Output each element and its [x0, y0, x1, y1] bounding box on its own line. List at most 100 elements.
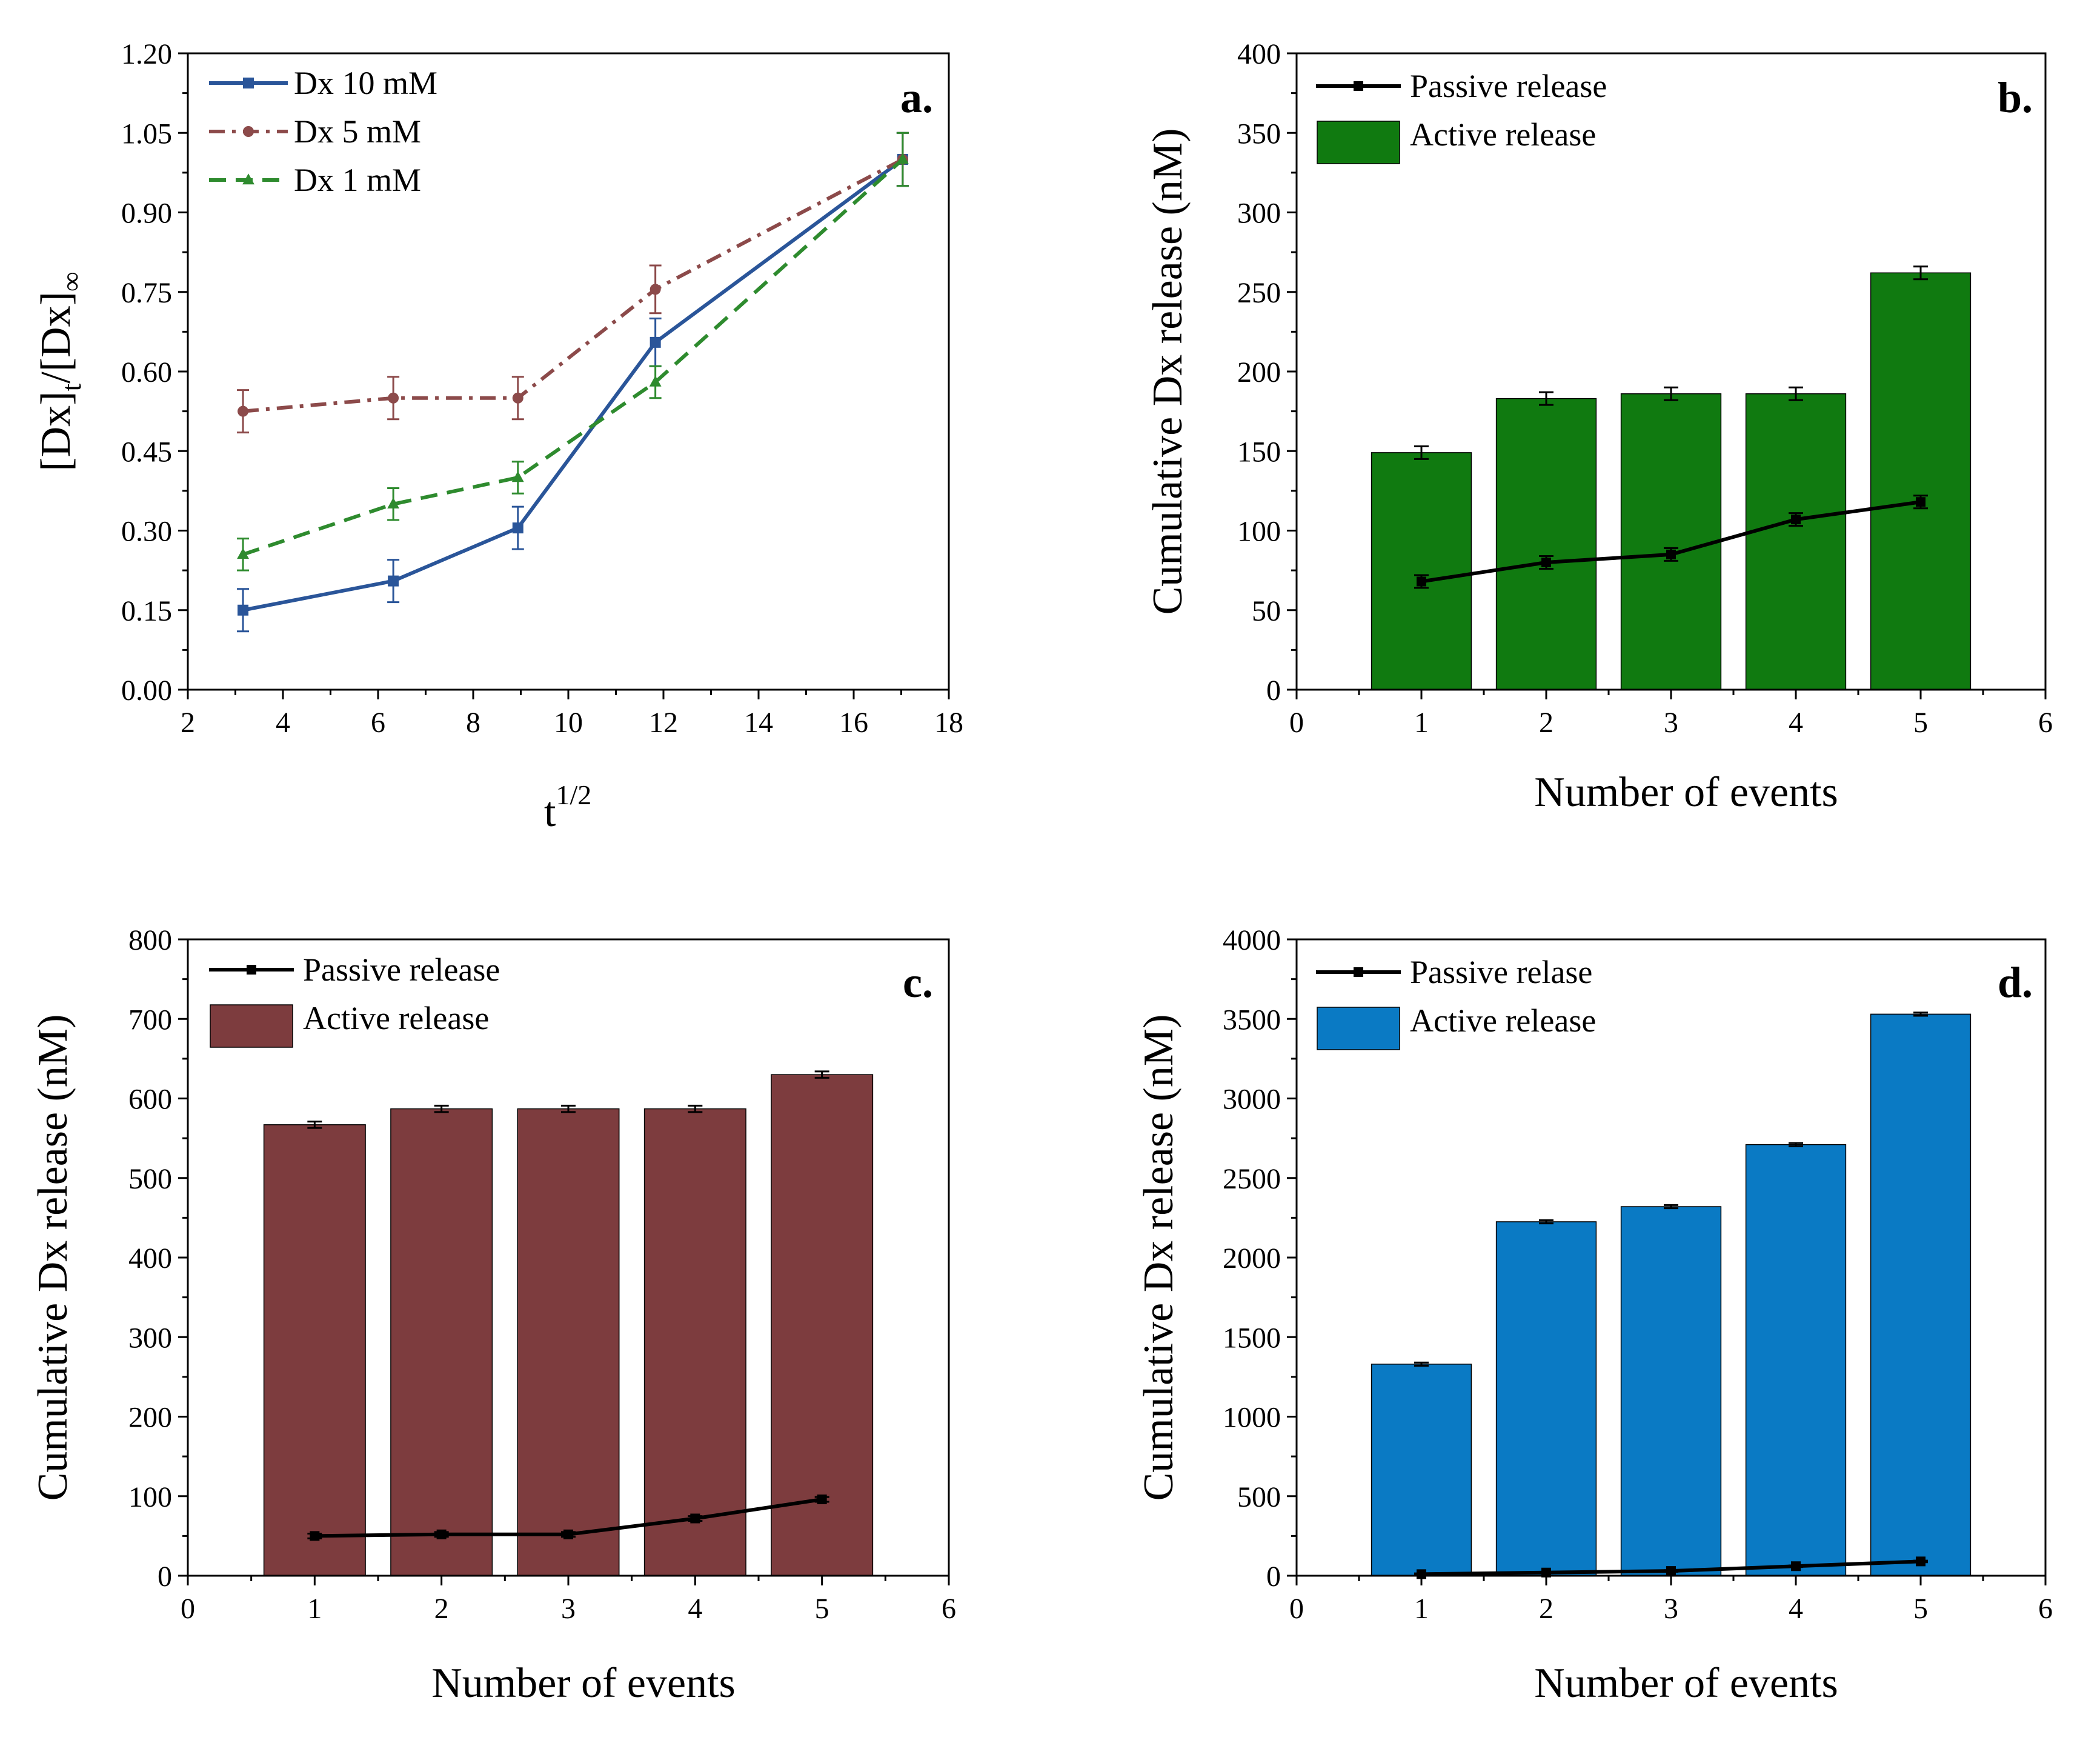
legend-swatch — [210, 1004, 293, 1048]
data-point — [310, 1531, 320, 1541]
data-point — [436, 1529, 447, 1539]
y-tick-label: 1000 — [1223, 1402, 1281, 1434]
x-tick-label: 4 — [276, 707, 290, 739]
bar — [1870, 1013, 1972, 1576]
legend-swatch — [1317, 121, 1400, 164]
x-tick-label: 1 — [307, 1593, 322, 1625]
bar — [1495, 398, 1597, 690]
data-point — [690, 1513, 700, 1524]
y-tick-label: 0.90 — [121, 198, 172, 230]
data-point — [650, 284, 661, 295]
x-tick-label: 18 — [934, 707, 963, 739]
y-tick-label: 300 — [1237, 198, 1281, 230]
y-tick-label: 200 — [128, 1402, 172, 1434]
legend-marker — [1354, 967, 1363, 977]
y-tick-label: 0 — [1266, 675, 1281, 707]
legend-label: Passive relase — [1410, 954, 1592, 990]
bar — [263, 1124, 366, 1576]
x-tick-label: 1 — [1414, 707, 1429, 739]
y-tick-label: 1.05 — [121, 118, 172, 150]
x-tick-label: 3 — [561, 1593, 576, 1625]
x-tick-label: 8 — [466, 707, 480, 739]
bar — [643, 1108, 746, 1576]
x-tick-label: 16 — [839, 707, 868, 739]
legend-label: Dx 1 mM — [294, 162, 421, 198]
x-axis-title: Number of events — [431, 1660, 736, 1707]
y-tick-label: 150 — [1237, 436, 1281, 468]
data-point — [896, 153, 909, 164]
y-tick-label: 0.45 — [121, 436, 172, 468]
y-tick-label: 500 — [1237, 1481, 1281, 1513]
y-tick-label: 0.60 — [121, 356, 172, 388]
y-tick-label: 250 — [1237, 277, 1281, 309]
legend-label: Passive release — [1410, 68, 1607, 104]
bar — [1495, 1221, 1597, 1576]
x-tick-label: 4 — [688, 1593, 702, 1625]
y-tick-label: 500 — [128, 1163, 172, 1195]
y-tick-label: 0.75 — [121, 277, 172, 309]
data-point — [1666, 549, 1676, 559]
y-tick-label: 2000 — [1223, 1242, 1281, 1275]
data-point — [387, 497, 400, 508]
x-tick-label: 2 — [181, 707, 195, 739]
x-tick-label: 5 — [1913, 1593, 1928, 1625]
x-tick-label: 6 — [942, 1593, 956, 1625]
x-tick-label: 6 — [2038, 707, 2053, 739]
legend-label: Active release — [303, 1000, 489, 1036]
data-point — [238, 604, 249, 616]
y-tick-label: 0.30 — [121, 516, 172, 548]
bar — [1870, 272, 1972, 690]
y-axis-title-part: [Dx] — [33, 392, 79, 472]
y-tick-label: 2500 — [1223, 1163, 1281, 1195]
data-point — [237, 548, 249, 559]
data-point — [1666, 1566, 1676, 1576]
x-tick-label: 5 — [815, 1593, 829, 1625]
data-point — [650, 336, 661, 348]
x-tick-label: 12 — [649, 707, 678, 739]
y-axis-title-part: ∞ — [56, 272, 87, 292]
data-point — [1791, 515, 1801, 525]
bar — [1371, 1364, 1472, 1576]
y-tick-label: 400 — [1237, 38, 1281, 70]
bar — [1745, 1144, 1847, 1576]
data-point — [512, 522, 523, 534]
x-tick-label: 6 — [371, 707, 385, 739]
y-axis-title: [Dx]t/[Dx]∞ — [33, 272, 87, 471]
data-point — [511, 471, 524, 482]
chart-panel-c: 0 1 2 3 4 5 6 0 100 200 300 400 500 600 700 800 c. Passiv… — [30, 924, 956, 1707]
y-axis-title: Cumulative Dx release (nM) — [1135, 1015, 1182, 1501]
y-tick-label: 700 — [128, 1004, 172, 1036]
x-tick-label: 2 — [1539, 707, 1553, 739]
y-axis-title: Cumulative Dx release (nM) — [1145, 128, 1191, 615]
data-point — [1541, 558, 1551, 567]
series-line — [242, 158, 904, 556]
bar — [1371, 452, 1472, 690]
legend-swatch — [1317, 1007, 1400, 1050]
bar — [390, 1108, 493, 1576]
x-tick-label: 14 — [744, 707, 773, 739]
x-tick-label: 2 — [434, 1593, 449, 1625]
y-tick-label: 300 — [128, 1322, 172, 1354]
bar — [517, 1108, 620, 1576]
legend-label: Dx 5 mM — [294, 113, 421, 150]
chart-panel-b: 0 1 2 3 4 5 6 0 50 100 150 200 250 300 350 400 b. Passive… — [1145, 38, 2053, 816]
y-tick-label: 200 — [1237, 356, 1281, 388]
x-tick-label: 4 — [1789, 1593, 1803, 1625]
x-axis-title-superscript: 1/2 — [556, 779, 591, 810]
legend-label: Passive release — [303, 951, 500, 988]
data-point — [1791, 1561, 1801, 1571]
y-tick-label: 0 — [1266, 1561, 1281, 1593]
data-point — [649, 375, 662, 387]
x-tick-label: 0 — [1289, 707, 1304, 739]
bar — [1620, 1206, 1722, 1576]
chart-panel-a: 2 4 6 8 10 12 14 16 18 0.00 0.15 0.30 0.45 0.60 0.75 0.… — [33, 38, 963, 836]
x-tick-label: 0 — [1289, 1593, 1304, 1625]
legend-label: Active release — [1410, 116, 1596, 153]
chart-panel-d: 0 1 2 3 4 5 6 0 500 1000 1500 2000 2500 3000 3500 4000 d… — [1135, 924, 2053, 1707]
data-point — [238, 405, 249, 417]
y-axis-title-part: t — [56, 384, 87, 392]
y-tick-label: 0 — [158, 1561, 172, 1593]
data-point — [388, 392, 399, 404]
y-tick-label: 400 — [128, 1242, 172, 1275]
